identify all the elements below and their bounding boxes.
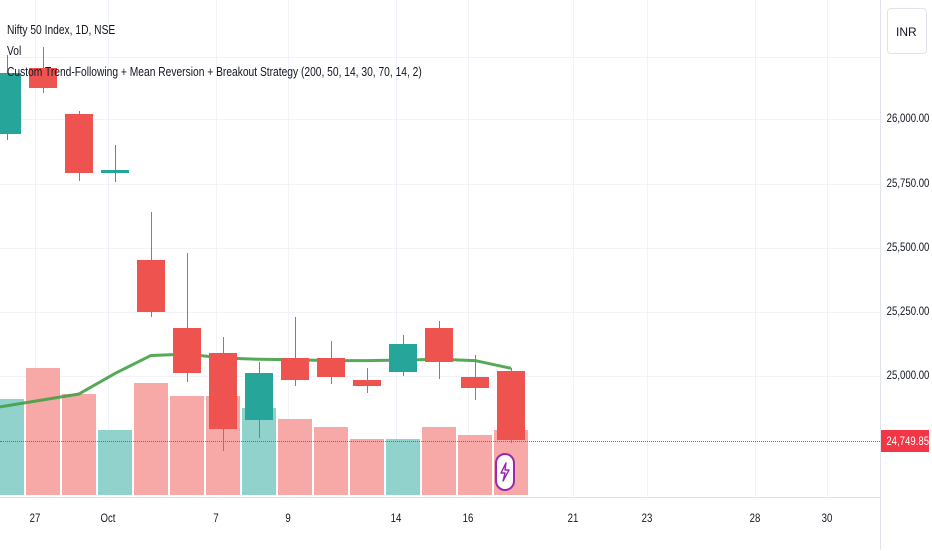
symbol-title[interactable]: Nifty 50 Index, 1D, NSE	[7, 23, 116, 37]
time-tick: 23	[641, 511, 653, 525]
volume-bar	[386, 439, 421, 495]
time-tick: 16	[462, 511, 474, 525]
volume-bar	[62, 394, 97, 495]
time-axis[interactable]: 27 Oct 7 9 14 16 21 23 28 30	[0, 497, 880, 551]
chart-pane[interactable]	[0, 0, 880, 497]
currency-button[interactable]: INR	[887, 8, 927, 54]
time-tick: 21	[567, 511, 579, 525]
time-tick: 28	[749, 511, 761, 525]
candle-body[interactable]	[353, 379, 381, 387]
candle-body[interactable]	[497, 370, 525, 441]
volume-bar	[26, 367, 61, 495]
volume-bar	[350, 439, 385, 495]
candle-wick	[115, 144, 116, 182]
candle-body[interactable]	[245, 373, 273, 420]
candle-body[interactable]	[425, 328, 453, 362]
candle-body[interactable]	[0, 72, 21, 135]
candle-body[interactable]	[281, 358, 309, 380]
lightning-icon[interactable]	[495, 453, 515, 491]
price-tick: 25,000.00	[886, 368, 929, 382]
candle-body[interactable]	[317, 358, 345, 378]
candle-wick	[187, 252, 188, 383]
chart-legend: Nifty 50 Index, 1D, NSE Vol Custom Trend…	[7, 20, 513, 83]
price-tick: 25,750.00	[886, 176, 929, 190]
volume-bar	[134, 383, 169, 495]
volume-bar	[314, 426, 349, 495]
time-tick: 30	[821, 511, 833, 525]
volume-bar	[458, 434, 493, 495]
price-axis[interactable]: INR 26,000.00 25,750.00 25,500.00 25,250…	[880, 0, 932, 550]
candle-body[interactable]	[65, 113, 93, 173]
candle-body[interactable]	[461, 377, 489, 388]
price-tick: 26,000.00	[886, 111, 929, 125]
candle-body[interactable]	[101, 170, 129, 174]
volume-legend[interactable]: Vol	[7, 41, 422, 62]
volume-bar	[278, 419, 313, 495]
time-tick: Oct	[100, 511, 116, 525]
volume-label: Vol	[7, 44, 22, 58]
volume-bar	[170, 395, 205, 495]
candle-wick	[295, 316, 296, 387]
candle-body[interactable]	[173, 328, 201, 374]
candle-body[interactable]	[137, 260, 165, 312]
time-tick: 27	[29, 511, 41, 525]
price-tick: 25,500.00	[886, 240, 929, 254]
volume-bar	[422, 426, 457, 495]
candle-body[interactable]	[209, 352, 237, 429]
last-price-line	[0, 441, 880, 442]
volume-bar	[0, 398, 25, 495]
last-price-label: 24,749.85	[881, 430, 929, 452]
candle-body[interactable]	[389, 343, 417, 373]
candle-body[interactable]	[29, 67, 57, 89]
time-tick: 9	[285, 511, 291, 525]
time-tick: 7	[213, 511, 219, 525]
time-tick: 14	[390, 511, 402, 525]
volume-bar	[98, 429, 133, 495]
strategy-legend[interactable]: Custom Trend-Following + Mean Reversion …	[7, 65, 422, 79]
price-tick: 25,250.00	[886, 304, 929, 318]
